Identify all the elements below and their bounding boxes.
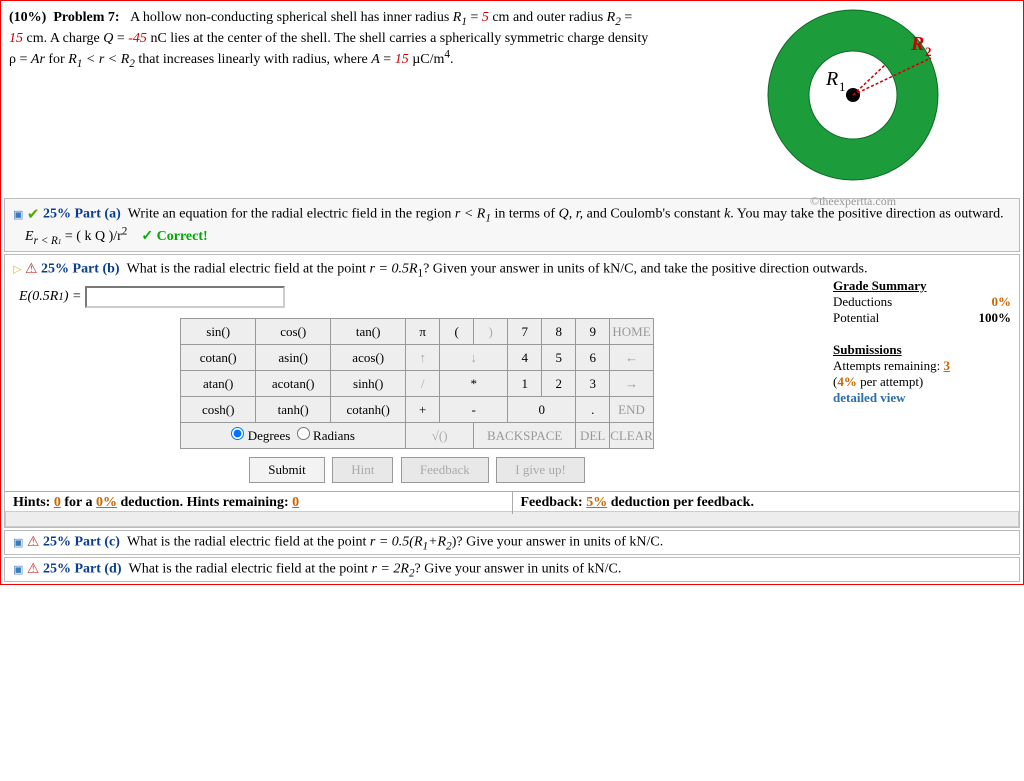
key-3[interactable]: 3: [576, 371, 610, 397]
grade-summary: Grade Summary Deductions 0% Potential 10…: [821, 278, 1011, 406]
correct-label: ✓ Correct!: [141, 229, 207, 244]
feedback-cell: Feedback: 5% deduction per feedback.: [513, 492, 1020, 514]
key-1[interactable]: 1: [508, 371, 542, 397]
key-8[interactable]: 8: [542, 319, 576, 345]
hints-feedback-row: Hints: 0 for a 0% deduction. Hints remai…: [5, 491, 1019, 515]
collapse-icon[interactable]: ▣: [13, 209, 23, 221]
fn-acos[interactable]: acos(): [331, 345, 406, 371]
hints-cell: Hints: 0 for a 0% deduction. Hints remai…: [5, 492, 513, 514]
part-b-box: ▷ ⚠ 25% Part (b) What is the radial elec…: [4, 254, 1020, 528]
key-minus[interactable]: -: [440, 397, 508, 423]
detailed-view-link[interactable]: detailed view: [833, 390, 1011, 406]
key-clear[interactable]: CLEAR: [610, 423, 654, 449]
answer-input-row: E(0.5R1) =: [19, 286, 821, 308]
problem-number: Problem 7:: [53, 10, 119, 25]
key-up[interactable]: ↑: [406, 345, 440, 371]
svg-text:R: R: [910, 33, 924, 55]
part-a-answer: Er < R1 = ( k Q )/r2 ✓ Correct!: [25, 228, 1011, 245]
key-backspace[interactable]: BACKSPACE: [474, 423, 576, 449]
fn-asin[interactable]: asin(): [256, 345, 331, 371]
fn-cosh[interactable]: cosh(): [181, 397, 256, 423]
key-sqrt[interactable]: √(): [406, 423, 474, 449]
svg-text:R: R: [825, 68, 838, 90]
key-down[interactable]: ↓: [440, 345, 508, 371]
problem-statement: (10%) Problem 7: A hollow non-conducting…: [9, 7, 649, 70]
action-buttons: Submit Hint Feedback I give up!: [180, 457, 654, 483]
fn-cotanh[interactable]: cotanh(): [331, 397, 406, 423]
problem-weight: (10%): [9, 10, 46, 25]
feedback-button[interactable]: Feedback: [401, 457, 489, 483]
key-pi[interactable]: π: [406, 319, 440, 345]
problem-diagram: R 1 R 2 ©theexpertta.com: [703, 5, 1003, 209]
fn-tan[interactable]: tan(): [331, 319, 406, 345]
key-rparen[interactable]: ): [474, 319, 508, 345]
radio-radians[interactable]: [297, 427, 310, 440]
calculator-keypad: sin() cos() tan() π ( ) 7 8 9 HOME cotan…: [180, 318, 654, 483]
collapse-icon[interactable]: ▣: [13, 564, 23, 576]
svg-text:2: 2: [925, 44, 932, 59]
key-home[interactable]: HOME: [610, 319, 654, 345]
part-d-box: ▣ ⚠ 25% Part (d) What is the radial elec…: [4, 557, 1020, 582]
key-6[interactable]: 6: [576, 345, 610, 371]
submit-button[interactable]: Submit: [249, 457, 325, 483]
warn-icon: ⚠: [27, 562, 40, 577]
answer-input[interactable]: [85, 286, 285, 308]
key-dot[interactable]: .: [576, 397, 610, 423]
warn-icon: ⚠: [27, 535, 40, 550]
expand-icon[interactable]: ▷: [13, 264, 21, 276]
svg-text:1: 1: [839, 79, 846, 94]
fn-sin[interactable]: sin(): [181, 319, 256, 345]
fn-cotan[interactable]: cotan(): [181, 345, 256, 371]
fn-acotan[interactable]: acotan(): [256, 371, 331, 397]
key-0[interactable]: 0: [508, 397, 576, 423]
warn-icon: ⚠: [25, 262, 38, 277]
fn-tanh[interactable]: tanh(): [256, 397, 331, 423]
key-lparen[interactable]: (: [440, 319, 474, 345]
angle-mode[interactable]: Degrees Radians: [181, 423, 406, 449]
copyright-text: ©theexpertta.com: [703, 194, 1003, 209]
collapse-icon[interactable]: ▣: [13, 537, 23, 549]
check-icon: ✔: [27, 207, 40, 223]
part-c-box: ▣ ⚠ 25% Part (c) What is the radial elec…: [4, 530, 1020, 555]
key-div[interactable]: /: [406, 371, 440, 397]
hint-button[interactable]: Hint: [332, 457, 393, 483]
key-left[interactable]: ←: [610, 345, 654, 371]
key-del[interactable]: DEL: [576, 423, 610, 449]
fn-sinh[interactable]: sinh(): [331, 371, 406, 397]
key-4[interactable]: 4: [508, 345, 542, 371]
fn-atan[interactable]: atan(): [181, 371, 256, 397]
key-2[interactable]: 2: [542, 371, 576, 397]
problem-header: (10%) Problem 7: A hollow non-conducting…: [1, 1, 1023, 196]
radio-degrees[interactable]: [231, 427, 244, 440]
giveup-button[interactable]: I give up!: [496, 457, 585, 483]
key-end[interactable]: END: [610, 397, 654, 423]
key-5[interactable]: 5: [542, 345, 576, 371]
key-mul[interactable]: *: [440, 371, 508, 397]
fn-cos[interactable]: cos(): [256, 319, 331, 345]
key-9[interactable]: 9: [576, 319, 610, 345]
key-right[interactable]: →: [610, 371, 654, 397]
key-plus[interactable]: +: [406, 397, 440, 423]
key-7[interactable]: 7: [508, 319, 542, 345]
